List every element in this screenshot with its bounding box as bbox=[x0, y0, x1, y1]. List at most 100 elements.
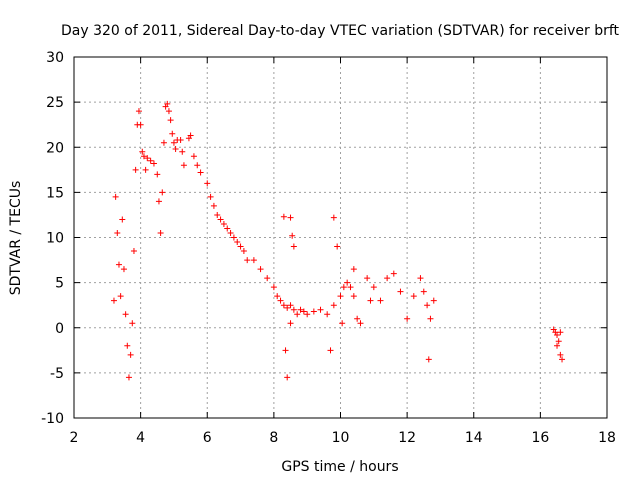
data-point bbox=[367, 297, 374, 304]
data-point bbox=[169, 130, 176, 137]
data-point bbox=[284, 374, 291, 381]
data-point bbox=[327, 347, 334, 354]
data-point bbox=[337, 293, 344, 300]
data-point bbox=[324, 311, 331, 318]
data-point bbox=[204, 180, 211, 187]
x-tick-label: 2 bbox=[70, 430, 79, 446]
data-point bbox=[140, 153, 147, 160]
data-point bbox=[357, 320, 364, 327]
data-point bbox=[310, 308, 317, 315]
data-point bbox=[284, 304, 291, 311]
data-point bbox=[344, 279, 351, 286]
data-point bbox=[124, 342, 131, 349]
data-point bbox=[330, 214, 337, 221]
plot-frame bbox=[73, 56, 608, 419]
data-point bbox=[370, 284, 377, 291]
data-point bbox=[214, 211, 221, 218]
data-point bbox=[230, 234, 237, 241]
data-point bbox=[427, 315, 434, 322]
data-point bbox=[270, 284, 277, 291]
data-point bbox=[172, 146, 179, 153]
y-tick-label: 15 bbox=[46, 185, 64, 201]
data-point bbox=[290, 243, 297, 250]
y-tick-label: 5 bbox=[55, 276, 64, 292]
data-point bbox=[304, 311, 311, 318]
x-tick-label: 16 bbox=[531, 430, 549, 446]
data-point bbox=[154, 171, 161, 178]
x-tick-label: 14 bbox=[465, 430, 483, 446]
data-point bbox=[340, 284, 347, 291]
data-point bbox=[339, 320, 346, 327]
x-tick-label: 12 bbox=[398, 430, 416, 446]
data-points bbox=[110, 100, 566, 381]
data-point bbox=[207, 193, 214, 200]
data-point bbox=[167, 117, 174, 124]
data-point bbox=[397, 288, 404, 295]
y-tick-label: 20 bbox=[46, 140, 64, 156]
data-point bbox=[164, 100, 171, 107]
data-point bbox=[187, 132, 194, 139]
data-point bbox=[122, 311, 129, 318]
data-point bbox=[160, 139, 167, 146]
data-point bbox=[157, 229, 164, 236]
data-point bbox=[135, 108, 142, 115]
data-point bbox=[150, 160, 157, 167]
data-point bbox=[155, 198, 162, 205]
data-point bbox=[274, 293, 281, 300]
chart-title: Day 320 of 2011, Sidereal Day-to-day VTE… bbox=[61, 23, 620, 39]
data-point bbox=[557, 351, 564, 358]
data-point bbox=[194, 162, 201, 169]
data-point bbox=[142, 166, 149, 173]
data-point bbox=[119, 216, 126, 223]
data-point bbox=[227, 229, 234, 236]
data-point bbox=[117, 293, 124, 300]
data-point bbox=[555, 338, 562, 345]
data-point bbox=[159, 189, 166, 196]
x-tick-label: 10 bbox=[332, 430, 350, 446]
data-point bbox=[424, 302, 431, 309]
data-point bbox=[220, 220, 227, 227]
data-point bbox=[294, 311, 301, 318]
data-point bbox=[127, 351, 134, 358]
data-point bbox=[144, 155, 151, 162]
data-point bbox=[137, 121, 144, 128]
data-point bbox=[282, 347, 289, 354]
data-point bbox=[224, 225, 231, 232]
y-tick-label: 25 bbox=[46, 95, 64, 111]
grid-lines bbox=[74, 57, 607, 418]
data-point bbox=[390, 270, 397, 277]
y-tick-label: -5 bbox=[50, 366, 64, 382]
axis-ticks: 2 4 6 8 10 12 14 16 18 -10 -5 0 5 10 15 20 25 30 bbox=[41, 50, 616, 446]
data-point bbox=[554, 342, 561, 349]
data-point bbox=[112, 193, 119, 200]
x-tick-label: 4 bbox=[136, 430, 145, 446]
data-point bbox=[179, 148, 186, 155]
data-point bbox=[210, 202, 217, 209]
data-point bbox=[287, 302, 294, 309]
data-point bbox=[410, 293, 417, 300]
data-point bbox=[280, 302, 287, 309]
data-point bbox=[217, 216, 224, 223]
data-point bbox=[190, 153, 197, 160]
data-point bbox=[257, 266, 264, 273]
data-point bbox=[317, 306, 324, 313]
data-point bbox=[334, 243, 341, 250]
data-point bbox=[177, 137, 184, 144]
y-tick-label: 0 bbox=[55, 321, 64, 337]
data-point bbox=[420, 288, 427, 295]
data-point bbox=[125, 374, 132, 381]
data-point bbox=[139, 148, 146, 155]
data-point bbox=[290, 306, 297, 313]
data-point bbox=[350, 293, 357, 300]
data-point bbox=[384, 275, 391, 282]
data-point bbox=[330, 302, 337, 309]
data-point bbox=[297, 306, 304, 313]
data-point bbox=[417, 275, 424, 282]
x-tick-label: 6 bbox=[203, 430, 212, 446]
x-tick-label: 8 bbox=[269, 430, 278, 446]
data-point bbox=[250, 257, 257, 264]
data-point bbox=[554, 331, 561, 338]
y-tick-label: 30 bbox=[46, 50, 64, 66]
data-point bbox=[277, 297, 284, 304]
